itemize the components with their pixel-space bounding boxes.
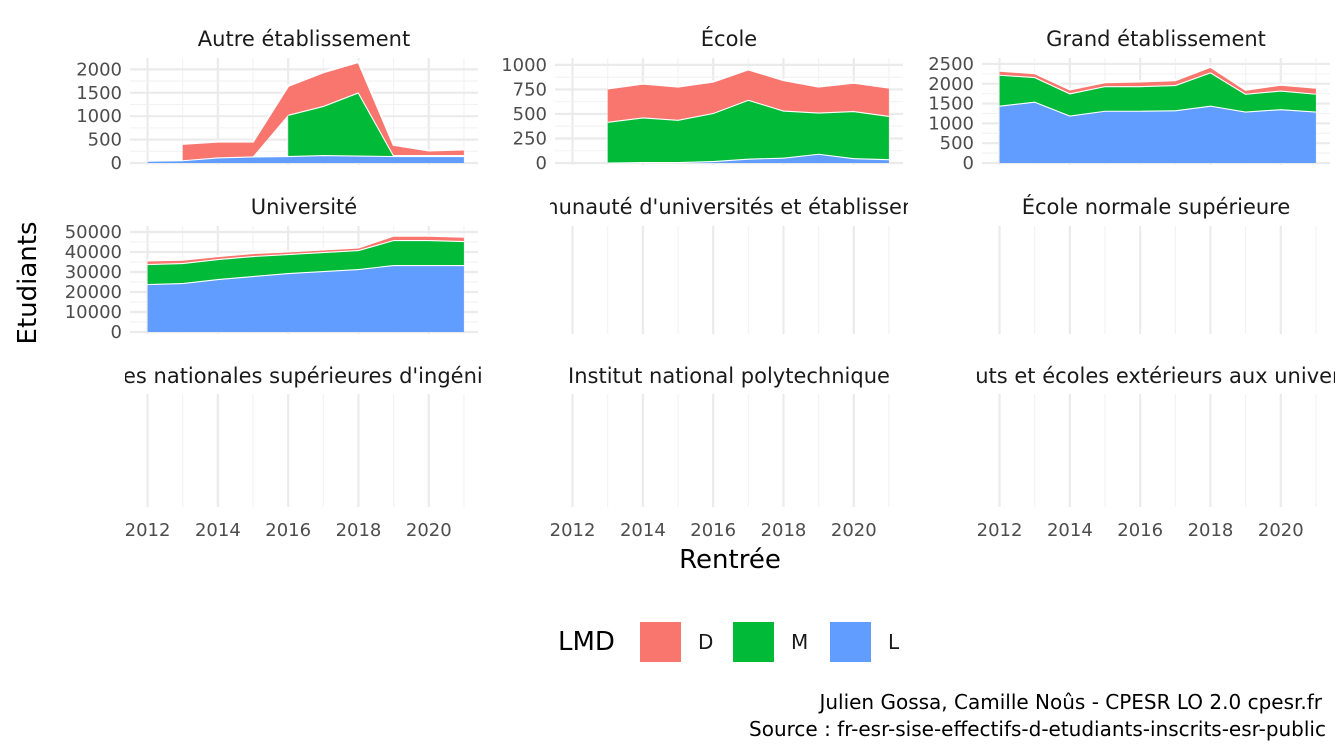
x-tick-label: 2012: [125, 520, 171, 541]
panel-9: Instituts et écoles extérieurs aux unive…: [922, 364, 1344, 507]
x-tick-label: 2018: [336, 520, 382, 541]
area-D-panel-2: [607, 69, 889, 122]
x-tick-label: 2014: [195, 520, 241, 541]
panel-title: Instituts et écoles extérieurs aux unive…: [922, 364, 1344, 388]
y-tick-label: 2000: [928, 74, 974, 95]
facet-panels: Autre établissement0500100015002000École…: [65, 26, 1344, 541]
area-M-panel-4: [147, 240, 464, 284]
y-tick-label: 1500: [76, 83, 122, 104]
x-tick-label: 2020: [831, 520, 877, 541]
legend-label-D: D: [698, 630, 713, 654]
y-tick-label: 10000: [65, 302, 122, 323]
y-tick-label: 250: [513, 128, 547, 149]
panel-title: Écoles nationales supérieures d'ingénieu…: [79, 363, 528, 388]
panel-2: École 0 250 500 750 1000: [501, 26, 903, 174]
area-L-panel-1: [147, 155, 464, 163]
x-tick-label: 2020: [406, 520, 452, 541]
legend-label-L: L: [888, 630, 900, 654]
area-D-panel-4: [147, 235, 464, 264]
x-tick-label: 2016: [265, 520, 311, 541]
area-M-panel-3: [999, 72, 1316, 116]
y-tick-label: 0: [111, 322, 122, 343]
panel-title: Grand établissement: [1046, 27, 1266, 51]
legend-key-L: [830, 622, 871, 662]
y-tick-label: 0: [111, 153, 122, 174]
x-axis-title: Rentrée: [679, 545, 781, 575]
y-tick-label: 40000: [65, 242, 122, 263]
y-tick-label: 20000: [65, 282, 122, 303]
panel-8: Institut national polytechnique: [568, 364, 890, 507]
panel-title: École: [701, 26, 757, 51]
legend-label-M: M: [791, 630, 808, 654]
y-tick-label: 1500: [928, 94, 974, 115]
y-tick-label: 750: [513, 79, 547, 100]
caption-source: Source : fr-esr-sise-effectifs-d-etudian…: [749, 717, 1326, 741]
y-tick-label: 0: [536, 153, 547, 174]
legend-key-M: [733, 622, 774, 662]
area-L-panel-3: [999, 101, 1316, 163]
panel-5: Communauté d'universités et établissemen…: [490, 195, 968, 334]
area-M-panel-2: [607, 99, 889, 163]
legend: LMD D M L: [558, 622, 900, 662]
panel-title: Université: [251, 195, 357, 219]
area-edge-D-panel-4: [147, 234, 464, 262]
legend-key-D: [640, 622, 681, 662]
x-tick-label: 2012: [550, 520, 596, 541]
y-tick-label: 2000: [76, 59, 122, 80]
panel-title: Institut national polytechnique: [568, 364, 890, 388]
panel-6: École normale supérieure: [998, 194, 1317, 334]
x-tick-label: 2012: [977, 520, 1023, 541]
area-edge-D-panel-1: [182, 60, 464, 152]
x-tick-label: 2016: [1117, 520, 1163, 541]
y-tick-label: 0: [963, 153, 974, 174]
area-L-panel-2: [607, 153, 889, 163]
x-tick-label: 2018: [761, 520, 807, 541]
legend-title: LMD: [558, 627, 615, 657]
panel-title: Communauté d'universités et établissemen…: [490, 195, 968, 219]
y-tick-label: 30000: [65, 262, 122, 283]
y-tick-label: 50000: [65, 222, 122, 243]
area-D-panel-3: [999, 66, 1316, 94]
panel-title: Autre établissement: [198, 27, 410, 51]
y-axis-title: Etudiants: [13, 222, 43, 345]
x-tick-label: 2014: [1047, 520, 1093, 541]
y-tick-label: 500: [513, 104, 547, 125]
x-tick-label: 2016: [690, 520, 736, 541]
y-tick-label: 500: [940, 133, 974, 154]
y-tick-label: 2500: [928, 54, 974, 75]
x-tick-label: 2020: [1258, 520, 1304, 541]
panel-7: Écoles nationales supérieures d'ingénieu…: [79, 363, 528, 507]
x-tick-label: 2014: [620, 520, 666, 541]
area-edge-D-panel-2: [607, 68, 890, 90]
y-tick-label: 1000: [501, 55, 547, 76]
y-tick-label: 1000: [76, 106, 122, 127]
y-tick-label: 500: [88, 130, 122, 151]
x-tick-label: 2018: [1188, 520, 1234, 541]
area-edge-D-panel-3: [999, 65, 1316, 91]
caption-authors: Julien Gossa, Camille Noûs - CPESR LO 2.…: [817, 690, 1322, 714]
y-tick-label: 1000: [928, 113, 974, 134]
panel-title: École normale supérieure: [1022, 194, 1291, 219]
area-L-panel-4: [147, 265, 464, 332]
